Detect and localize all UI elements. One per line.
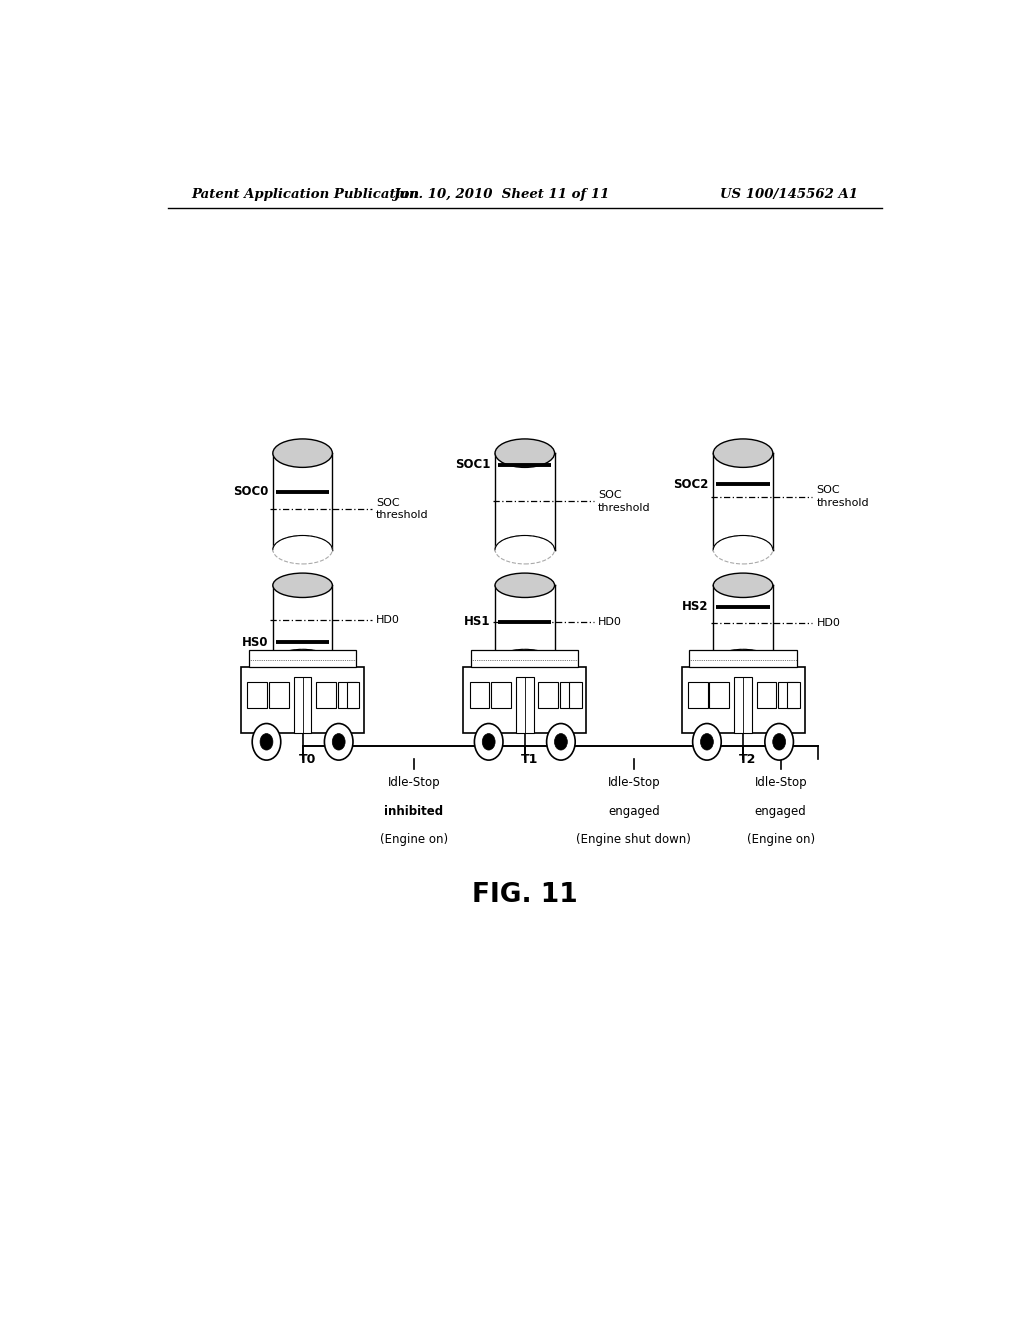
Bar xyxy=(516,677,534,733)
Bar xyxy=(714,585,773,661)
Circle shape xyxy=(325,723,353,760)
Ellipse shape xyxy=(272,573,333,598)
Bar xyxy=(470,682,489,708)
Text: SOC0: SOC0 xyxy=(232,486,268,498)
Bar xyxy=(787,682,800,708)
Text: T2: T2 xyxy=(739,752,757,766)
Text: FIG. 11: FIG. 11 xyxy=(472,882,578,908)
Bar xyxy=(539,682,558,708)
Text: Idle-Stop: Idle-Stop xyxy=(755,776,807,789)
Text: SOC2: SOC2 xyxy=(673,478,709,491)
Bar xyxy=(338,682,357,708)
Text: SOC
threshold: SOC threshold xyxy=(816,486,869,508)
Text: HS1: HS1 xyxy=(464,615,490,628)
Text: engaged: engaged xyxy=(755,805,807,818)
Bar xyxy=(495,453,555,549)
Circle shape xyxy=(700,734,714,750)
Ellipse shape xyxy=(495,536,555,564)
Bar xyxy=(294,677,311,733)
Bar xyxy=(269,682,289,708)
Bar xyxy=(734,677,752,733)
Bar xyxy=(492,682,511,708)
Bar xyxy=(272,453,333,549)
Text: inhibited: inhibited xyxy=(384,805,443,818)
Bar xyxy=(463,667,587,733)
Circle shape xyxy=(474,723,503,760)
Text: (Engine on): (Engine on) xyxy=(746,833,815,846)
Text: Patent Application Publication: Patent Application Publication xyxy=(191,189,420,202)
Circle shape xyxy=(773,734,785,750)
Text: engaged: engaged xyxy=(608,805,659,818)
Bar xyxy=(272,585,333,661)
Text: SOC1: SOC1 xyxy=(455,458,490,471)
Ellipse shape xyxy=(714,536,773,564)
Bar xyxy=(682,667,805,733)
Text: Idle-Stop: Idle-Stop xyxy=(607,776,660,789)
Bar xyxy=(471,651,579,667)
Bar xyxy=(241,667,365,733)
Circle shape xyxy=(482,734,496,750)
Bar xyxy=(710,682,729,708)
Bar xyxy=(347,682,359,708)
Ellipse shape xyxy=(714,573,773,598)
Bar xyxy=(495,585,555,661)
Text: HD0: HD0 xyxy=(598,616,623,627)
Bar xyxy=(757,682,776,708)
Text: Jun. 10, 2010  Sheet 11 of 11: Jun. 10, 2010 Sheet 11 of 11 xyxy=(393,189,609,202)
Bar xyxy=(714,453,773,549)
Bar xyxy=(778,682,798,708)
Ellipse shape xyxy=(272,536,333,564)
Circle shape xyxy=(692,723,721,760)
Circle shape xyxy=(765,723,794,760)
Text: HS0: HS0 xyxy=(242,636,268,649)
Text: T0: T0 xyxy=(299,752,316,766)
Bar xyxy=(569,682,582,708)
Text: SOC
threshold: SOC threshold xyxy=(376,498,429,520)
Ellipse shape xyxy=(495,573,555,598)
Circle shape xyxy=(260,734,273,750)
Bar xyxy=(316,682,336,708)
Bar xyxy=(560,682,580,708)
Text: US 100/145562 A1: US 100/145562 A1 xyxy=(720,189,858,202)
Circle shape xyxy=(547,723,575,760)
Text: HD0: HD0 xyxy=(376,615,400,624)
Ellipse shape xyxy=(495,440,555,467)
Text: (Engine shut down): (Engine shut down) xyxy=(577,833,691,846)
Circle shape xyxy=(554,734,567,750)
Circle shape xyxy=(252,723,281,760)
Bar xyxy=(248,682,267,708)
Text: (Engine on): (Engine on) xyxy=(380,833,447,846)
Text: Idle-Stop: Idle-Stop xyxy=(387,776,440,789)
Text: HS2: HS2 xyxy=(682,601,709,612)
Bar xyxy=(688,682,708,708)
Ellipse shape xyxy=(495,649,555,673)
Bar xyxy=(689,651,797,667)
Ellipse shape xyxy=(714,649,773,673)
Ellipse shape xyxy=(272,649,333,673)
Text: T1: T1 xyxy=(521,752,539,766)
Ellipse shape xyxy=(272,440,333,467)
Text: SOC
threshold: SOC threshold xyxy=(598,490,651,512)
Text: HD0: HD0 xyxy=(816,618,841,628)
Circle shape xyxy=(332,734,345,750)
Bar xyxy=(249,651,356,667)
Ellipse shape xyxy=(714,440,773,467)
